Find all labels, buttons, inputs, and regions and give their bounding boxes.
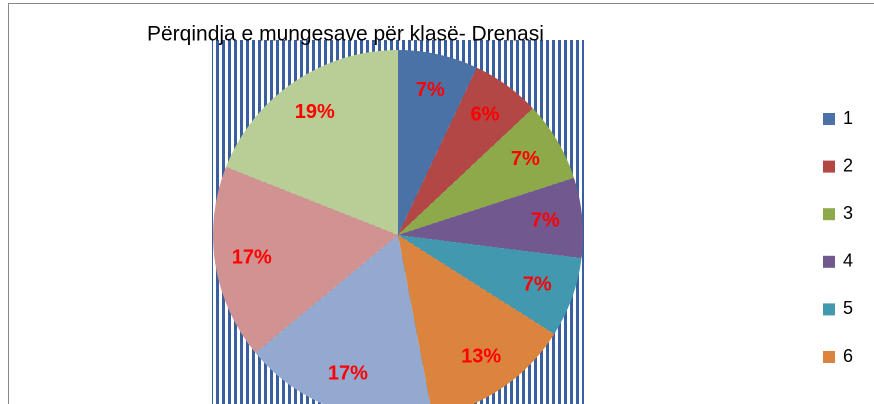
- legend-label: 6: [843, 346, 853, 366]
- pie-slice: [255, 235, 431, 404]
- legend-label: 1: [843, 108, 853, 128]
- legend-swatch: [823, 255, 835, 268]
- pie-slice: [398, 50, 477, 235]
- data-label: 17%: [328, 363, 368, 385]
- legend-swatch: [823, 208, 835, 221]
- pie-slice: [213, 166, 398, 353]
- pie-slice: [225, 50, 398, 235]
- legend-swatch: [823, 113, 835, 125]
- data-label: 7%: [416, 79, 445, 101]
- chart-title: Përqindja e mungesave për klasë- Drenasi: [147, 23, 544, 46]
- legend-label: 2: [843, 155, 853, 175]
- pie-slice: [398, 108, 574, 235]
- data-label: 6%: [471, 104, 500, 126]
- legend-swatch: [823, 351, 835, 363]
- pie-slice: [398, 67, 533, 235]
- legend-label: 4: [843, 251, 853, 271]
- data-label: 19%: [295, 101, 335, 123]
- data-label: 7%: [523, 273, 552, 295]
- legend-label: 3: [843, 203, 853, 223]
- legend-swatch: [823, 160, 835, 173]
- data-label: 7%: [531, 209, 560, 231]
- legend-swatch: [823, 303, 835, 316]
- pie-slice: [398, 235, 582, 335]
- data-label: 13%: [461, 346, 501, 368]
- data-label: 17%: [232, 246, 272, 268]
- legend: 1 2 3 4 5 6: [823, 108, 853, 366]
- pie: [213, 50, 583, 404]
- data-label: 7%: [511, 148, 540, 170]
- pie-slice: [398, 177, 583, 259]
- data-labels: 7% 6% 7% 7% 7% 13% 17% 17% 19%: [232, 79, 560, 385]
- pie-slice: [398, 235, 555, 404]
- legend-label: 5: [843, 298, 853, 318]
